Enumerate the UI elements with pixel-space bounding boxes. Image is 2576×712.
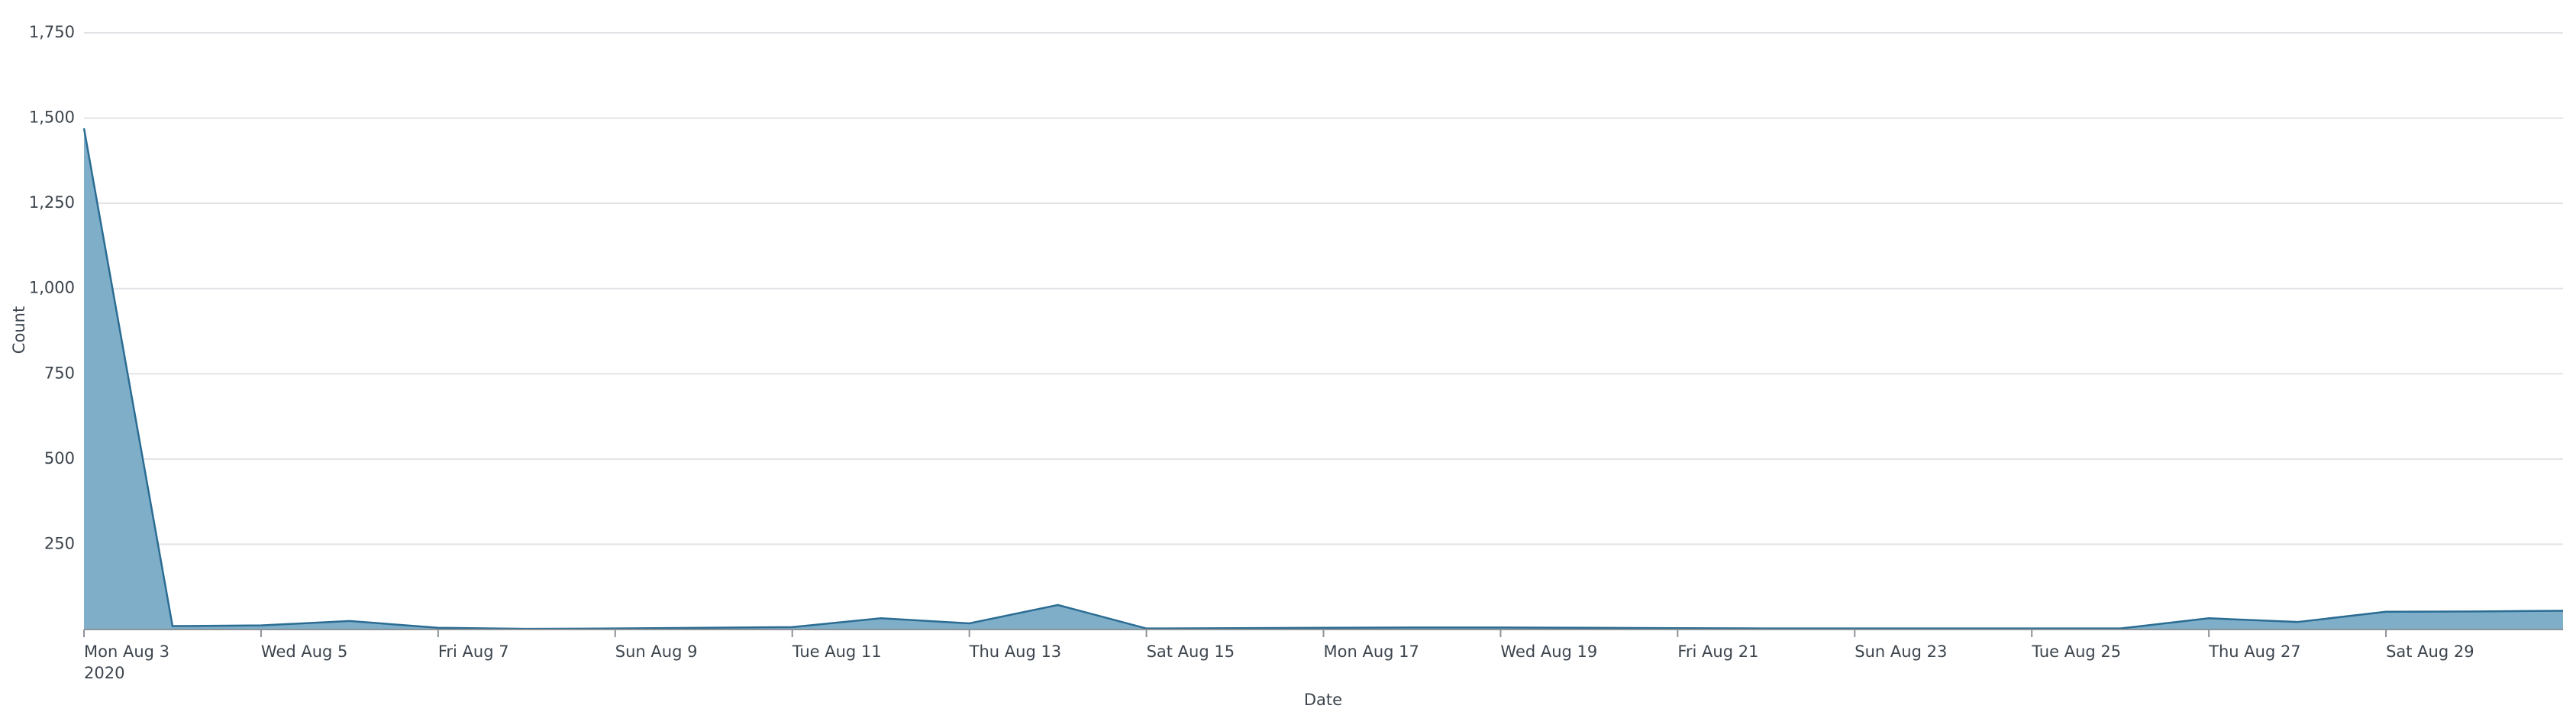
y-tick-label: 750 (44, 364, 75, 382)
x-tick-label: Wed Aug 5 (261, 642, 348, 661)
x-tick-label: Mon Aug 17 (1324, 642, 1419, 661)
x-axis-title: Date (1304, 691, 1342, 709)
y-tick-label: 1,000 (29, 279, 75, 297)
x-tick-label: Mon Aug 3 (84, 642, 169, 661)
x-tick-label: Tue Aug 25 (2031, 642, 2121, 661)
area-line (82, 128, 2564, 630)
x-tick-label: Sat Aug 15 (1147, 642, 1235, 661)
x-year-label: 2020 (84, 664, 124, 682)
x-tick-label: Sun Aug 9 (615, 642, 698, 661)
y-tick-label: 1,500 (29, 108, 75, 127)
y-tick-label: 250 (44, 534, 75, 552)
y-tick-label: 1,250 (29, 193, 75, 212)
y-axis-title: Count (10, 306, 28, 354)
x-tick-label: Sat Aug 29 (2386, 642, 2474, 661)
x-tick-label: Fri Aug 21 (1677, 642, 1758, 661)
x-tick-label: Thu Aug 27 (2208, 642, 2301, 661)
y-tick-label: 1,750 (29, 23, 75, 41)
x-tick-label: Thu Aug 13 (969, 642, 1062, 661)
x-tick-label: Fri Aug 7 (438, 642, 509, 661)
y-tick-label: 500 (44, 449, 75, 468)
x-tick-label: Tue Aug 11 (792, 642, 882, 661)
x-tick-label: Sun Aug 23 (1855, 642, 1947, 661)
x-tick-label: Wed Aug 19 (1500, 642, 1597, 661)
